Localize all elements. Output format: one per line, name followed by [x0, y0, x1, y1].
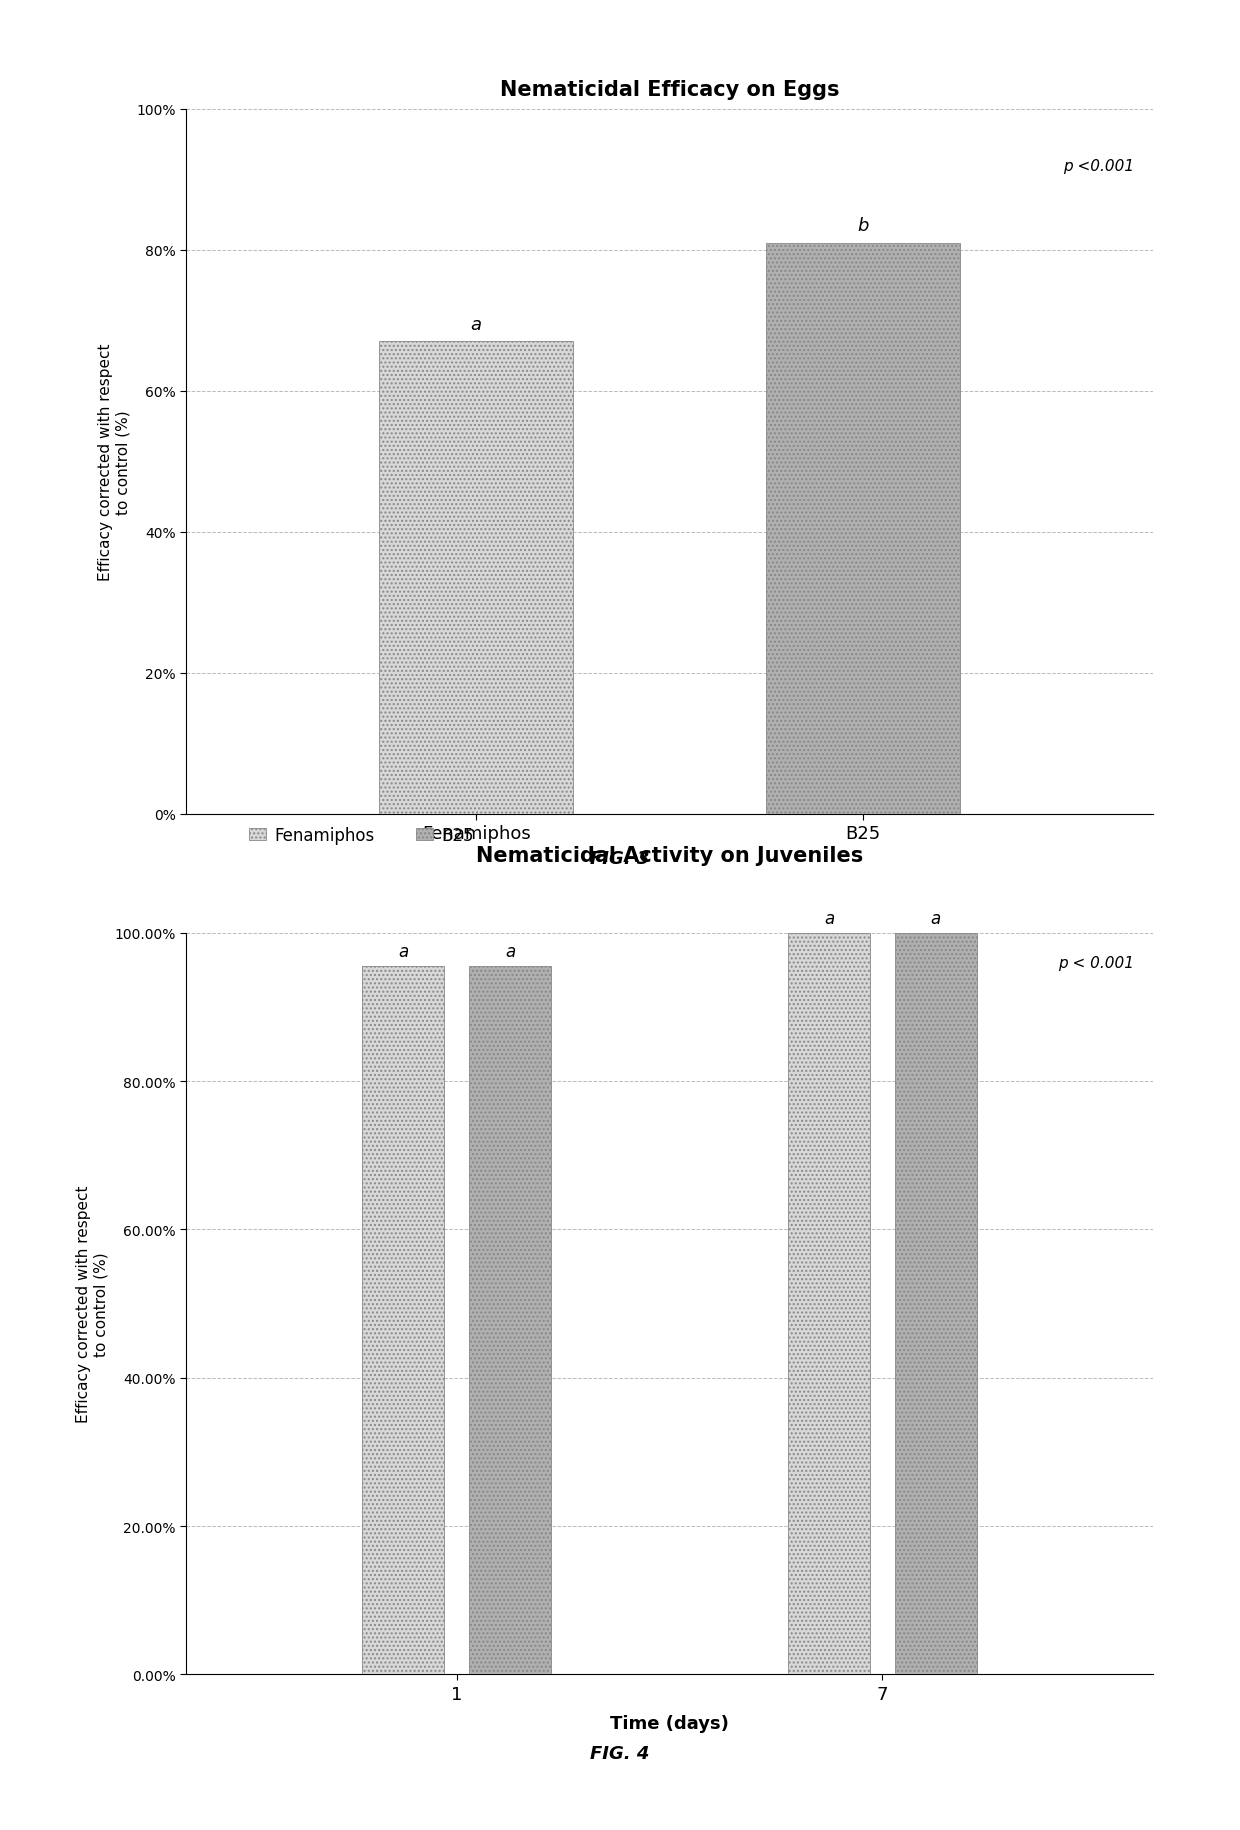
X-axis label: Time (days): Time (days) — [610, 1715, 729, 1731]
Text: FIG. 3: FIG. 3 — [590, 849, 650, 867]
Title: Nematicidal Efficacy on Eggs: Nematicidal Efficacy on Eggs — [500, 81, 839, 101]
Legend: Fenamiphos, B25: Fenamiphos, B25 — [243, 820, 480, 851]
Text: a: a — [505, 942, 516, 961]
Text: FIG. 4: FIG. 4 — [590, 1744, 650, 1762]
Bar — [362, 966, 444, 1674]
Bar — [895, 933, 977, 1674]
Text: p < 0.001: p < 0.001 — [1058, 955, 1133, 970]
Bar — [469, 966, 552, 1674]
Text: a: a — [931, 910, 941, 928]
Bar — [766, 243, 960, 814]
Text: p <0.001: p <0.001 — [1063, 159, 1133, 174]
Y-axis label: Efficacy corrected with respect
to control (%): Efficacy corrected with respect to contr… — [76, 1186, 109, 1422]
Text: b: b — [857, 218, 869, 236]
Bar — [787, 933, 870, 1674]
Title: Nematicidal Activity on Juveniles: Nematicidal Activity on Juveniles — [476, 845, 863, 866]
Text: a: a — [471, 317, 481, 333]
Bar — [379, 342, 573, 814]
Text: a: a — [823, 910, 835, 928]
Y-axis label: Efficacy corrected with respect
to control (%): Efficacy corrected with respect to contr… — [98, 344, 130, 580]
Text: a: a — [398, 942, 408, 961]
